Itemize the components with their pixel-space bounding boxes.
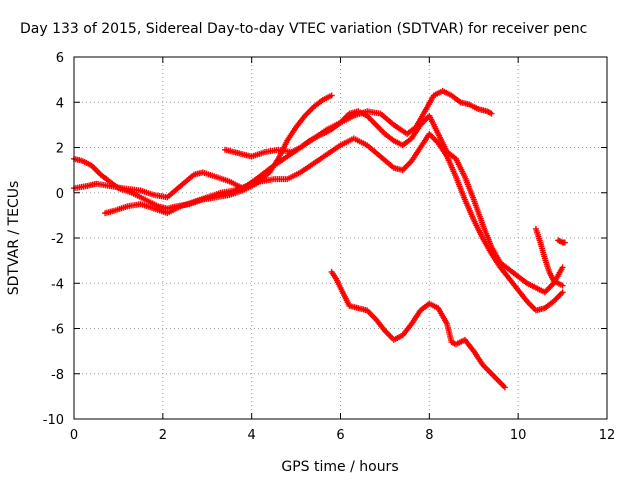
x-axis-label: GPS time / hours — [281, 459, 398, 475]
data-point — [501, 384, 508, 391]
series-track-2 — [71, 87, 495, 201]
y-tick-label: 2 — [56, 142, 64, 157]
x-tick-label: 2 — [159, 428, 167, 443]
y-axis-label: SDTVAR / TECUs — [6, 181, 22, 296]
x-tick-label: 4 — [248, 428, 256, 443]
data-point — [328, 92, 335, 99]
data-point — [559, 264, 566, 271]
y-tick-label: 0 — [56, 187, 64, 202]
y-tick-label: -6 — [51, 323, 64, 338]
grid — [74, 57, 607, 419]
chart-title: Day 133 of 2015, Sidereal Day-to-day VTE… — [20, 21, 587, 37]
data-point — [559, 282, 566, 289]
y-tick-label: 6 — [56, 51, 64, 66]
x-tick-label: 10 — [510, 428, 527, 443]
y-tick-label: -4 — [51, 277, 64, 292]
y-tick-label: 4 — [56, 96, 64, 111]
series-track-6 — [532, 225, 566, 289]
data-point — [559, 289, 566, 296]
x-tick-label: 12 — [599, 428, 616, 443]
x-tick-label: 8 — [425, 428, 433, 443]
series-track-4 — [102, 130, 566, 314]
data-marks — [71, 87, 568, 391]
y-tick-label: -2 — [51, 232, 64, 247]
x-tick-label: 6 — [336, 428, 344, 443]
series-track-7 — [555, 237, 568, 246]
x-tick-label: 0 — [70, 428, 78, 443]
y-tick-label: -10 — [43, 413, 64, 428]
series-track-3 — [222, 108, 566, 296]
data-point — [488, 110, 495, 117]
axis-ticks: 0 2 4 6 8 10 12 -10 -8 -6 -4 -2 0 2 4 6 — [43, 51, 616, 443]
series-track-5 — [328, 268, 508, 391]
data-point — [561, 239, 568, 246]
y-tick-label: -8 — [51, 368, 64, 383]
